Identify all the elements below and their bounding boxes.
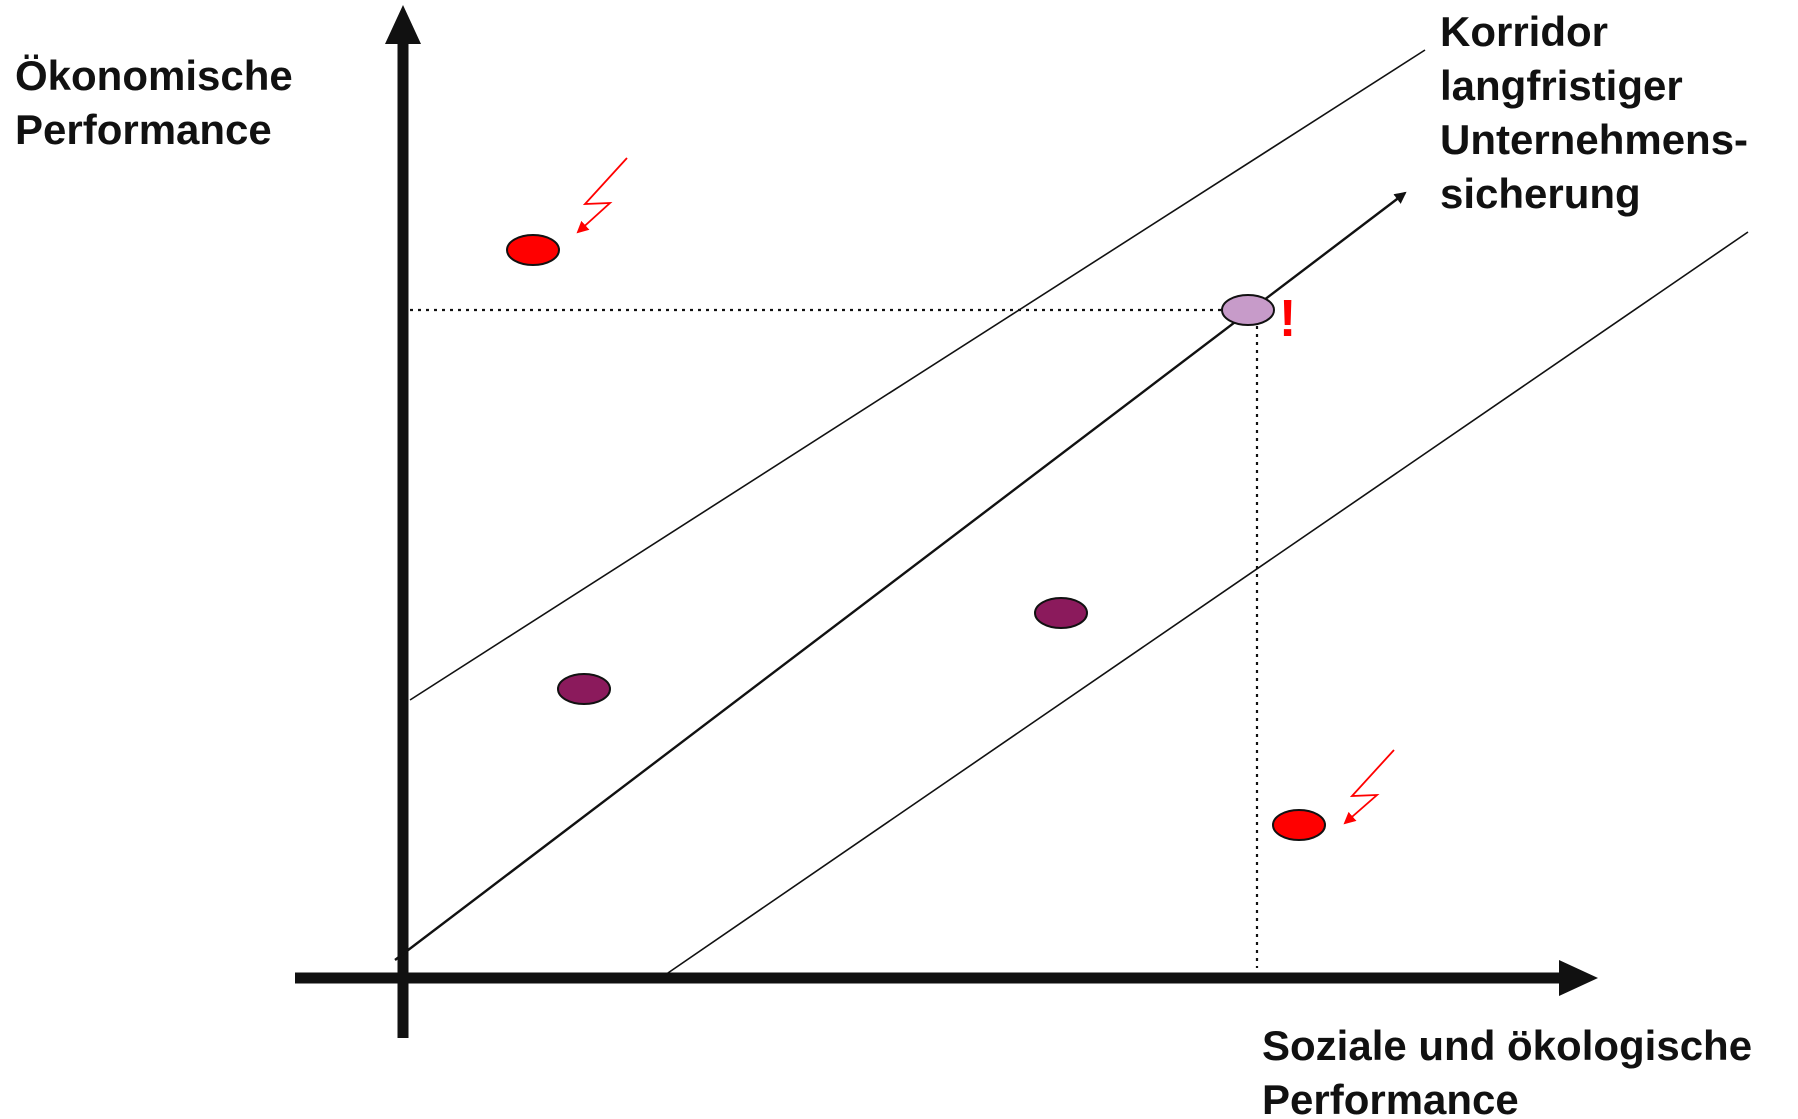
y-axis-label-line-2: Performance (15, 106, 272, 153)
lightning-icon (576, 157, 628, 234)
risk-point-bottom (1272, 809, 1326, 841)
corridor-label-line-4: sicherung (1440, 170, 1641, 217)
corridor-label-line-1: Korridor (1440, 8, 1608, 55)
stable-point-left (557, 673, 611, 705)
lightning-icon (1343, 749, 1395, 825)
corridor-upper-line (409, 49, 1426, 701)
corridor-label-line-3: Unternehmens- (1440, 116, 1748, 163)
target-point (1221, 294, 1275, 326)
x-axis-arrowhead (1559, 960, 1598, 996)
corridor-lower-line (664, 231, 1749, 976)
x-axis-label-line-1: Soziale und ökologische (1262, 1022, 1752, 1069)
x-axis-label-line-2: Performance (1262, 1076, 1519, 1119)
alert-marker: ! (1279, 290, 1296, 348)
stable-point-center (1034, 597, 1088, 629)
risk-point-top (506, 234, 560, 266)
corridor-label-line-2: langfristiger (1440, 62, 1683, 109)
y-axis-label-line-1: Ökonomische (15, 52, 293, 99)
y-axis-arrowhead (385, 5, 421, 44)
